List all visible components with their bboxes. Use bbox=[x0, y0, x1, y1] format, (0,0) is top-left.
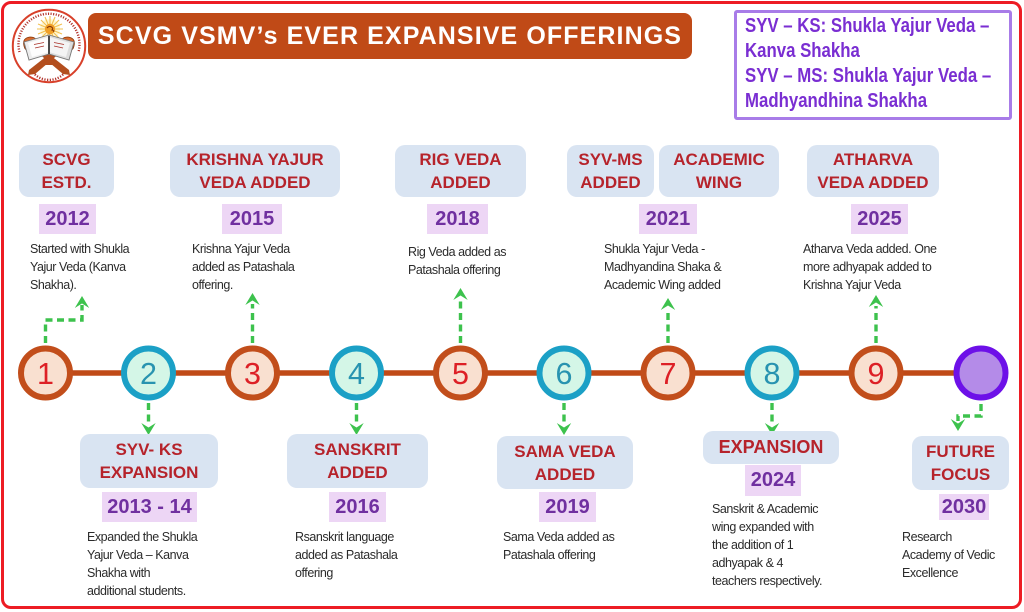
svg-text:8: 8 bbox=[764, 357, 781, 391]
svg-text:3: 3 bbox=[244, 357, 261, 391]
svg-text:4: 4 bbox=[348, 357, 365, 391]
svg-text:6: 6 bbox=[556, 357, 573, 391]
svg-text:9: 9 bbox=[868, 357, 885, 391]
svg-text:2: 2 bbox=[140, 357, 157, 391]
svg-text:7: 7 bbox=[660, 357, 677, 391]
svg-text:5: 5 bbox=[452, 357, 469, 391]
svg-text:1: 1 bbox=[37, 357, 54, 391]
